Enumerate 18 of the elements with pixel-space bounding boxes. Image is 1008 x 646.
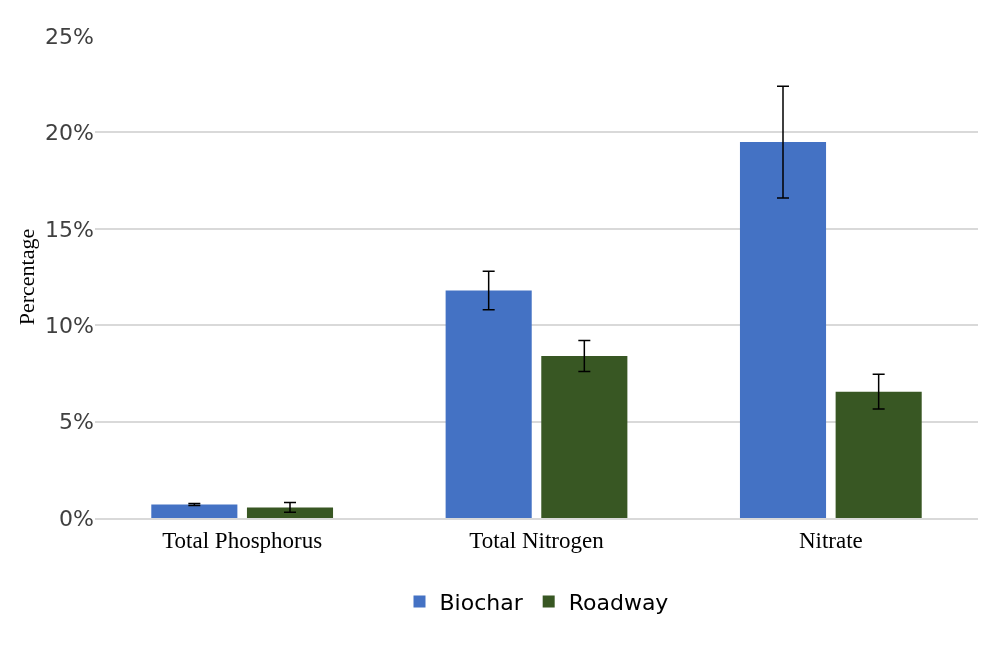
x-tick-label: Nitrate <box>798 527 863 553</box>
y-tick-label: 5% <box>59 409 94 435</box>
x-tick-label: Total Phosphorus <box>162 527 323 553</box>
legend-label: Roadway <box>568 590 669 616</box>
y-tick-label: 0% <box>59 505 94 531</box>
bar <box>445 290 532 518</box>
bar <box>151 504 238 518</box>
y-tick-label: 15% <box>45 216 94 242</box>
y-tick-label: 20% <box>45 120 94 146</box>
y-axis-title: Percentage <box>13 228 39 326</box>
bar <box>246 507 334 518</box>
x-tick-label: Total Nitrogen <box>469 527 605 553</box>
bar <box>739 142 827 518</box>
y-tick-label: 25% <box>45 23 94 49</box>
bar <box>835 391 922 518</box>
bar <box>541 356 628 518</box>
legend-label: Biochar <box>439 590 524 616</box>
y-tick-label: 10% <box>45 312 94 338</box>
